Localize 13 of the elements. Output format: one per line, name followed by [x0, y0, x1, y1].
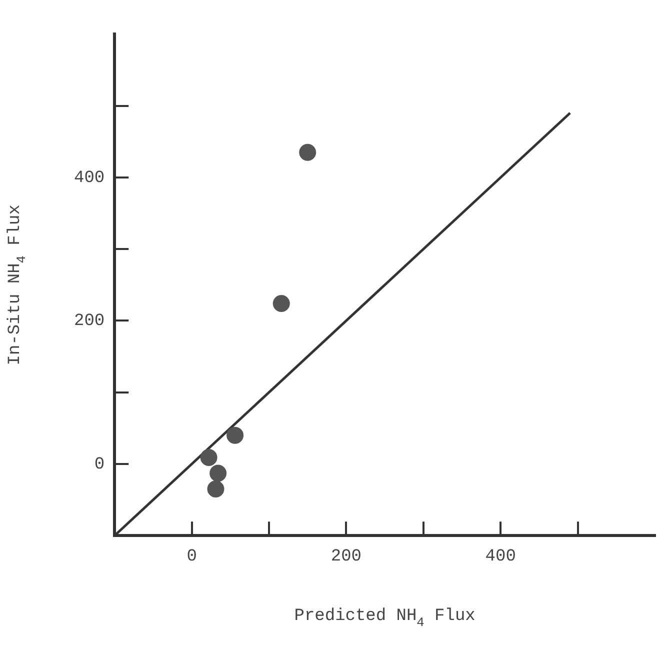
y-tick-label: 0	[94, 455, 105, 474]
y-axis-title: In-Situ NH4 Flux	[6, 204, 29, 366]
x-tick-label: 200	[330, 547, 362, 566]
point	[272, 295, 290, 312]
point	[226, 426, 244, 444]
point	[210, 464, 227, 482]
x-tick-label: 0	[186, 547, 197, 566]
point	[200, 449, 218, 466]
y-tick-label: 400	[74, 168, 105, 188]
point	[299, 144, 316, 161]
x-tick-label: 400	[485, 547, 516, 566]
y-tick-label: 200	[74, 312, 105, 332]
point	[207, 480, 224, 498]
